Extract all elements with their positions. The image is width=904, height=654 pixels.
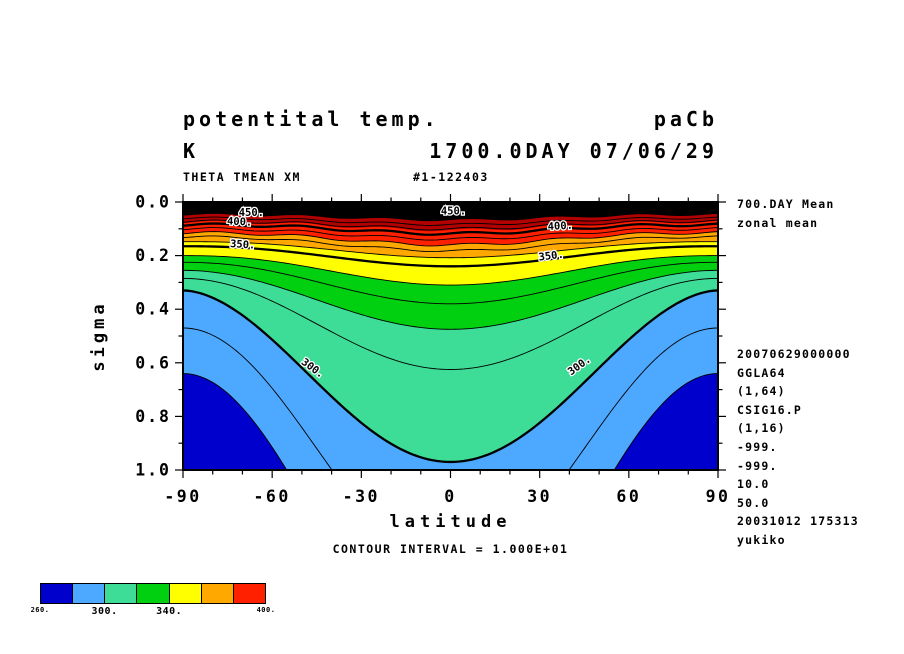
svg-text:-60: -60 bbox=[254, 487, 291, 506]
x-tick-labels: -90 -60 -30 0 30 60 90 bbox=[164, 487, 731, 506]
svg-text:350.: 350. bbox=[230, 238, 256, 252]
svg-text:0.0: 0.0 bbox=[135, 193, 171, 212]
svg-text:450.: 450. bbox=[239, 207, 264, 219]
colorbar-cell bbox=[169, 584, 202, 603]
side-note-line: zonal mean bbox=[737, 215, 819, 230]
colorbar-cell bbox=[41, 584, 74, 603]
colorbar-cell bbox=[233, 584, 265, 603]
side-note-line: -999. bbox=[737, 458, 778, 473]
side-note-line: -999. bbox=[737, 439, 778, 454]
svg-text:400.: 400. bbox=[227, 215, 253, 228]
plot-title: potentital temp. bbox=[183, 107, 440, 131]
svg-text:30: 30 bbox=[527, 487, 552, 506]
axis-ticks bbox=[175, 194, 726, 478]
svg-text:450.: 450. bbox=[441, 205, 466, 217]
plot-time-label: 1700.0DAY 07/06/29 bbox=[429, 139, 718, 163]
colorbar-tick-label: 300. bbox=[91, 606, 118, 617]
colorbar-cell bbox=[137, 584, 170, 603]
svg-text:0.6: 0.6 bbox=[135, 353, 171, 372]
side-note-line: CSIG16.P bbox=[737, 402, 802, 417]
colorbar-cell bbox=[201, 584, 234, 603]
dataset-name: THETA TMEAN XM bbox=[183, 170, 301, 184]
side-note-line: 700.DAY Mean bbox=[737, 197, 835, 211]
y-tick-labels: 0.0 0.2 0.4 0.6 0.8 1.0 bbox=[135, 193, 171, 480]
svg-text:60: 60 bbox=[616, 487, 641, 506]
svg-text:0.2: 0.2 bbox=[135, 246, 171, 265]
svg-text:400.: 400. bbox=[547, 220, 573, 233]
svg-text:0.4: 0.4 bbox=[135, 300, 171, 319]
contour-plot-canvas: -90 -60 -30 0 30 60 90 0.0 0.2 0.4 0.6 0.8 1.0 latitu… bbox=[90, 193, 731, 533]
svg-text:0: 0 bbox=[444, 487, 456, 506]
svg-text:-90: -90 bbox=[164, 487, 201, 506]
x-axis-title: latitude bbox=[390, 512, 512, 532]
side-notes-bottom: 20070629000000 GGLA64 (1,64) CSIG16.P (1,16)… bbox=[737, 345, 859, 550]
colorbar-tick-label: 400. bbox=[256, 606, 276, 614]
colorbar-cells bbox=[41, 584, 265, 603]
side-note-line: (1,16) bbox=[737, 421, 786, 436]
frame-id: #1-122403 bbox=[413, 170, 489, 184]
colorbar-cell bbox=[73, 584, 106, 603]
colorbar-labels: 260. 300. 340. 400. bbox=[31, 606, 275, 620]
side-note-line: yukiko bbox=[737, 532, 786, 547]
title-row-2: K 1700.0DAY 07/06/29 bbox=[183, 139, 718, 163]
side-note-line: 20031012 175313 bbox=[737, 514, 859, 529]
side-note-line: 50.0 bbox=[737, 495, 770, 510]
side-note-line: (1,64) bbox=[737, 384, 786, 399]
side-note-line: 20070629000000 bbox=[737, 347, 851, 361]
plot-units-label: K bbox=[183, 139, 200, 163]
colorbar bbox=[40, 583, 266, 604]
contour-fill-bands bbox=[183, 202, 718, 470]
side-notes-top: 700.DAY Mean zonal mean bbox=[737, 195, 834, 232]
svg-text:0.8: 0.8 bbox=[135, 407, 171, 426]
svg-text:350.: 350. bbox=[538, 249, 565, 264]
contour-lines bbox=[183, 216, 718, 470]
contour-interval-note: CONTOUR INTERVAL = 1.000E+01 bbox=[332, 542, 569, 556]
plot-title-right-label: paCb bbox=[653, 107, 718, 131]
colorbar-tick-label: 340. bbox=[156, 606, 183, 617]
svg-text:-30: -30 bbox=[343, 487, 380, 506]
title-row-1: potentital temp. paCb bbox=[183, 107, 718, 131]
y-axis-title: sigma bbox=[90, 300, 109, 371]
side-note-line: GGLA64 bbox=[737, 365, 786, 380]
colorbar-cell bbox=[105, 584, 138, 603]
svg-text:90: 90 bbox=[706, 487, 731, 506]
colorbar-tick-label: 260. bbox=[30, 606, 50, 614]
svg-text:1.0: 1.0 bbox=[135, 461, 171, 480]
side-note-line: 10.0 bbox=[737, 477, 770, 492]
